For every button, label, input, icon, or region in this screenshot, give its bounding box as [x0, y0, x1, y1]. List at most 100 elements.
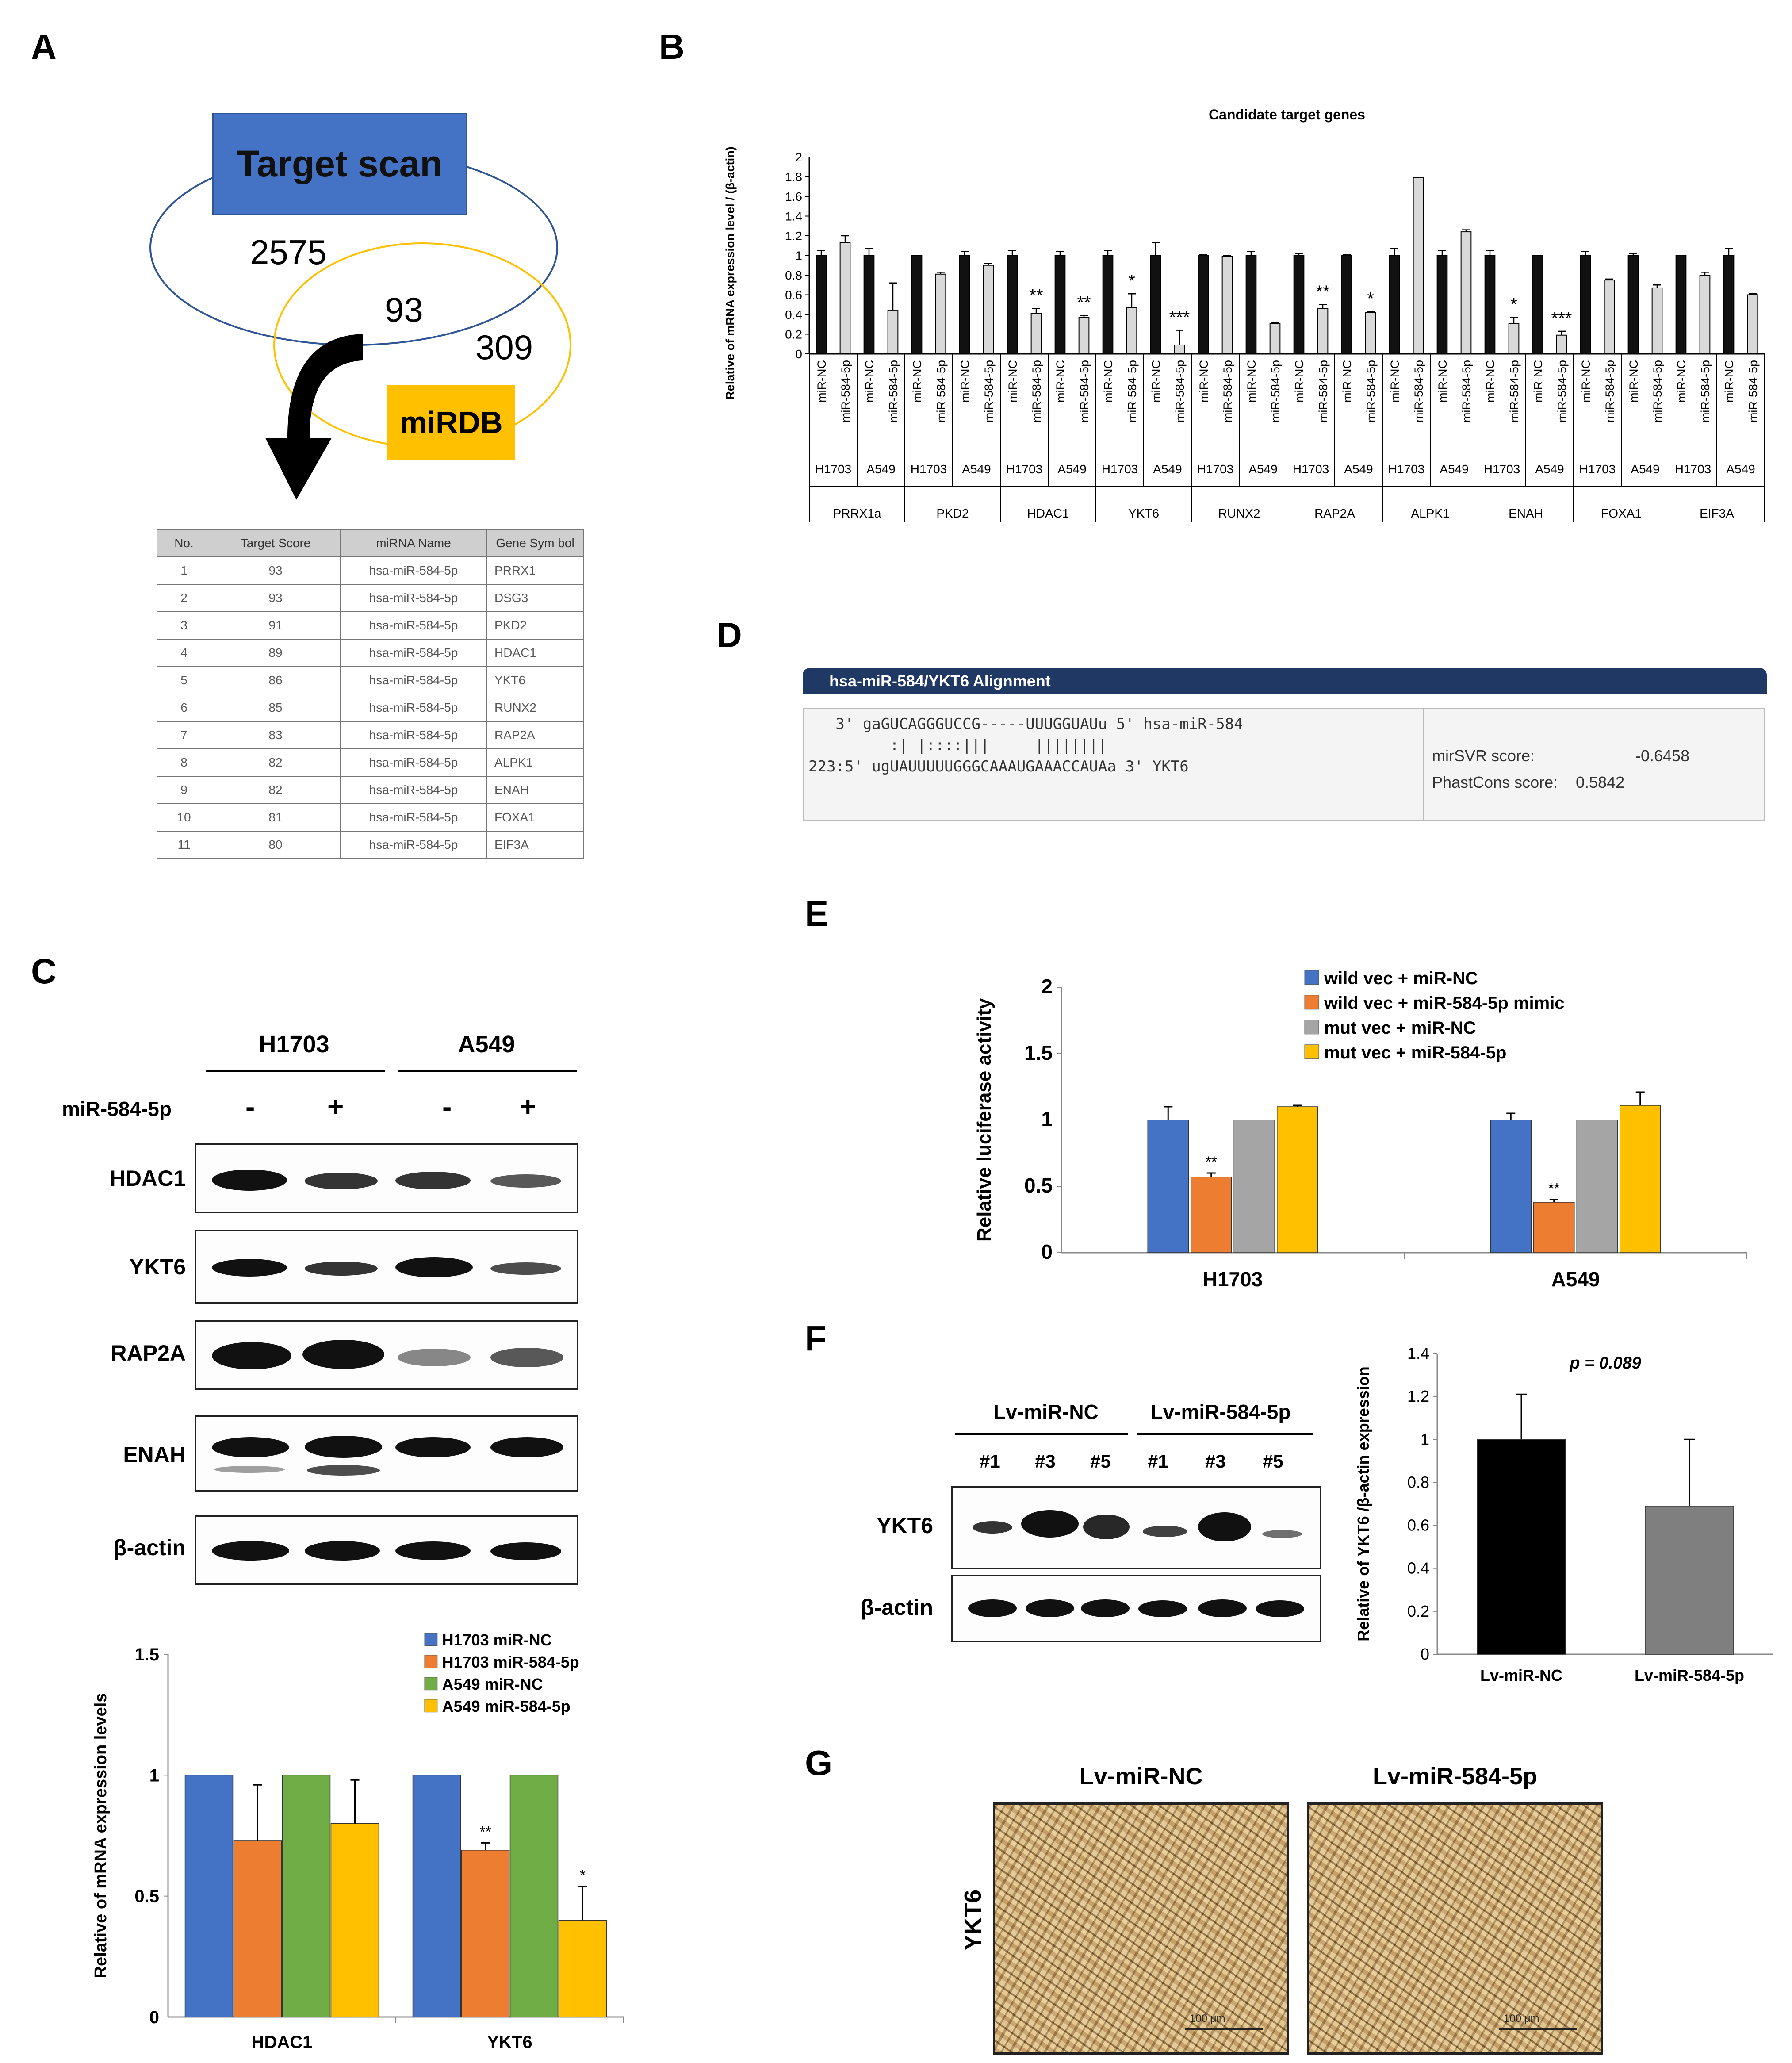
mirdb-label: miRDB — [399, 405, 503, 440]
legend-label: A549 miR-NC — [442, 1675, 543, 1693]
significance-mark: * — [1128, 271, 1135, 291]
bar — [1341, 255, 1352, 354]
bar — [1198, 255, 1209, 354]
x-condition-label: miR-NC — [1532, 360, 1545, 403]
blot-band — [305, 1173, 378, 1189]
x-condition-label: miR-584-5p — [1603, 360, 1616, 422]
cell-line-label: H1703 — [1579, 462, 1616, 476]
x-tick-label: Lv-miR-584-5p — [1635, 1666, 1744, 1684]
x-condition-label: miR-NC — [1675, 360, 1688, 403]
table-cell: PRRX1 — [486, 556, 584, 585]
x-condition-label: miR-584-5p — [1651, 360, 1664, 422]
cell-line-label: H1703 — [815, 462, 852, 476]
table-header: Target Score — [211, 529, 341, 557]
legend-swatch — [1304, 995, 1319, 1010]
mirdb-box: miRDB — [387, 385, 515, 460]
table-cell: RAP2A — [486, 721, 584, 749]
bar — [863, 255, 875, 354]
bar — [935, 273, 946, 354]
blot-c-label-hdac1: HDAC1 — [109, 1166, 186, 1191]
x-condition-label: miR-NC — [1102, 360, 1115, 403]
blot-f-ykt6 — [951, 1486, 1321, 1569]
table-cell: 85 — [211, 694, 341, 722]
bar — [1484, 255, 1496, 354]
bar — [330, 1823, 379, 2017]
blot-f-lane: #5 — [1263, 1451, 1283, 1472]
blot-c-label-enah: ENAH — [123, 1442, 186, 1467]
ihc-row-label: YKT6 — [960, 1889, 986, 1951]
blot-c-label-actin: β-actin — [113, 1535, 186, 1560]
blot-c-sign: - — [245, 1091, 255, 1123]
significance-mark: ** — [1077, 293, 1091, 312]
blot-c-label-ykt6: YKT6 — [129, 1254, 186, 1279]
y-axis-label: Relative luciferase activity — [973, 998, 995, 1242]
x-condition-label: miR-NC — [863, 360, 876, 403]
blot-band — [395, 1437, 471, 1457]
legend-label: A549 miR-584-5p — [442, 1697, 571, 1715]
y-tick-label: 0 — [1421, 1645, 1429, 1663]
x-condition-label: miR-NC — [1149, 360, 1163, 403]
y-tick-label: 1.4 — [1407, 1344, 1429, 1362]
blot-c-rap2a — [195, 1320, 578, 1390]
legend-swatch — [1304, 970, 1319, 985]
table-cell: 4 — [157, 639, 211, 667]
cell-line-label: A549 — [1631, 462, 1659, 476]
alignment-line-3: 223:5' ugUAUUUUUGGGCAAAUGAAACCAUAa 3' YK… — [808, 758, 1189, 775]
blot-band — [212, 1342, 291, 1369]
blot-band — [307, 1465, 380, 1476]
blot-band — [305, 1262, 378, 1276]
gene-label: PKD2 — [936, 506, 969, 520]
cell-line-label: H1703 — [911, 462, 947, 476]
y-tick-label: 1.4 — [785, 210, 802, 223]
panel-label-f: F — [805, 1319, 827, 1358]
table-cell: hsa-miR-584-5p — [340, 831, 487, 859]
x-condition-label: miR-584-5p — [1173, 360, 1187, 422]
bar — [461, 1850, 510, 2017]
bar — [1627, 255, 1639, 354]
x-condition-label: miR-NC — [1245, 360, 1258, 403]
x-condition-label: miR-NC — [958, 360, 972, 403]
blot-band — [212, 1259, 287, 1277]
alignment-line-1: 3' gaGUCAGGGUCCG-----UUUGGUAUu 5' hsa-mi… — [808, 715, 1243, 733]
table-cell: 11 — [157, 831, 211, 859]
table-row: 3 91 hsa-miR-584-5p PKD2 — [157, 611, 584, 640]
cell-line-label: H1703 — [1197, 462, 1234, 476]
blot-band — [1198, 1512, 1251, 1541]
y-tick-label: 0 — [1041, 1240, 1053, 1263]
y-tick-label: 0.6 — [1407, 1516, 1429, 1534]
y-tick-label: 1.2 — [1407, 1387, 1429, 1405]
x-condition-label: miR-NC — [1627, 360, 1640, 403]
table-cell: 7 — [157, 721, 211, 749]
table-cell: hsa-miR-584-5p — [340, 721, 487, 749]
bar — [1054, 255, 1066, 354]
significance-mark: ** — [1029, 286, 1043, 306]
x-condition-label: miR-NC — [815, 360, 828, 403]
blot-band — [1081, 1599, 1130, 1617]
blot-f-group-2: Lv-miR-584-5p — [1150, 1400, 1291, 1423]
alignment-text: 3' gaGUCAGGGUCCG-----UUUGGUAUu 5' hsa-mi… — [808, 713, 1243, 777]
bar — [887, 310, 899, 355]
x-condition-label: miR-584-5p — [1364, 360, 1378, 422]
blot-c-cellline-1: H1703 — [259, 1031, 329, 1058]
x-condition-label: miR-NC — [1723, 360, 1736, 403]
y-tick-label: 0.2 — [785, 328, 802, 341]
x-condition-label: miR-NC — [911, 360, 924, 403]
blot-c-hdac1 — [195, 1143, 578, 1213]
y-tick-label: 1.8 — [785, 170, 802, 184]
chart-c: 0 0.5 1 1.5 Relative of mRNA expression leve… — [92, 1631, 624, 2052]
blot-c-actin — [195, 1515, 578, 1585]
legend-swatch — [1304, 1044, 1319, 1059]
bar — [1413, 177, 1424, 354]
table-cell: 2 — [157, 584, 211, 612]
alignment-divider — [1423, 709, 1424, 820]
table-cell: EIF3A — [486, 831, 584, 859]
x-condition-label: miR-584-5p — [1317, 360, 1330, 422]
y-axis-label: Relative of mRNA expression level / (β-a… — [724, 146, 737, 399]
panel-label-d: D — [716, 615, 742, 655]
blot-c-ykt6 — [195, 1230, 578, 1304]
x-condition-label: miR-584-5p — [982, 360, 996, 422]
table-cell: hsa-miR-584-5p — [340, 776, 487, 804]
bar — [509, 1775, 559, 2017]
alignment-box: 3' gaGUCAGGGUCCG-----UUUGGUAUu 5' hsa-mi… — [803, 708, 1765, 821]
x-condition-label: miR-NC — [1579, 360, 1593, 403]
